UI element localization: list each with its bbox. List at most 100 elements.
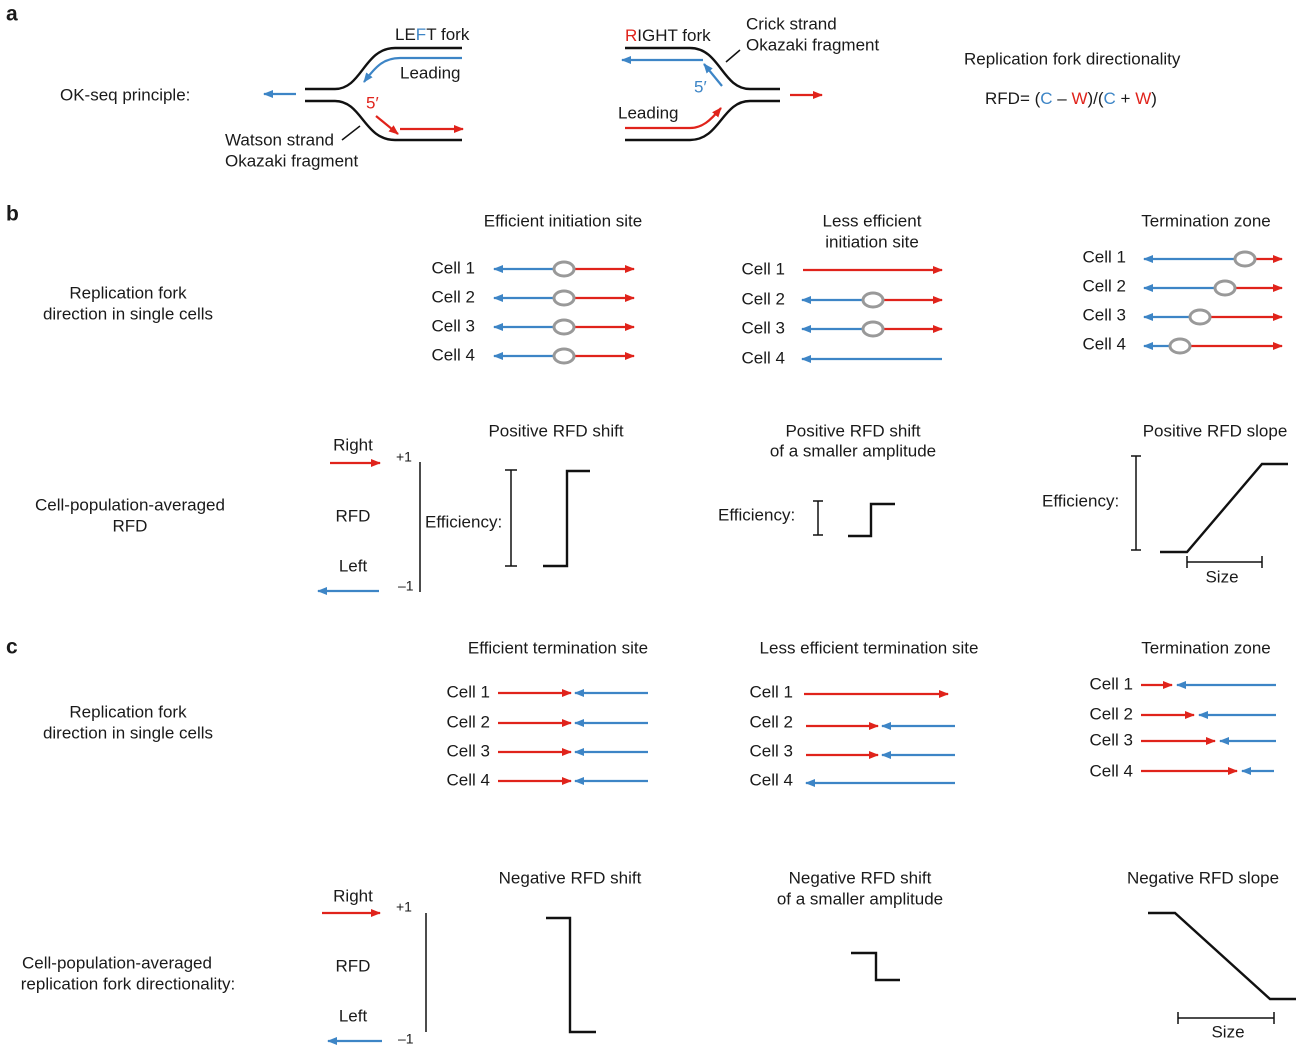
label: Cell 1 xyxy=(447,682,490,701)
label: Cell 4 xyxy=(447,770,490,789)
label: Replication fork directionality xyxy=(964,49,1181,68)
label-part: )/( xyxy=(1087,89,1103,108)
label: Cell 2 xyxy=(432,287,475,306)
label-part: T fork xyxy=(426,25,470,44)
stroke-path xyxy=(546,918,596,1032)
label: Cell 3 xyxy=(1083,305,1126,324)
label: Cell 4 xyxy=(1083,334,1126,353)
stroke-path xyxy=(1160,464,1288,552)
label: Crick strand xyxy=(746,14,837,33)
origin xyxy=(1170,339,1190,353)
label: 5′ xyxy=(694,77,707,96)
stroke-path xyxy=(1187,556,1262,568)
label: Efficient termination site xyxy=(468,638,648,657)
label-part: IGHT fork xyxy=(637,26,711,45)
origin xyxy=(554,349,574,363)
label-part: F xyxy=(416,25,426,44)
label: Cell 2 xyxy=(1090,704,1133,723)
label: RFD xyxy=(336,506,371,525)
label: Cell 2 xyxy=(447,712,490,731)
label: Cell 3 xyxy=(750,741,793,760)
label: Cell 1 xyxy=(750,682,793,701)
group xyxy=(494,262,634,363)
label-part: C xyxy=(1040,89,1052,108)
origin xyxy=(1235,252,1255,266)
stroke-path xyxy=(851,953,900,980)
label: Okazaki fragment xyxy=(225,151,358,170)
panel-a: a OK-seq principle: LEFT fork Leading 5′… xyxy=(6,3,1181,171)
label: of a smaller amplitude xyxy=(770,441,936,460)
label: OK-seq principle: xyxy=(60,85,190,104)
label: Replication fork xyxy=(69,283,187,302)
label: Left xyxy=(339,1006,368,1025)
panel-b: b Replication fork direction in single c… xyxy=(6,203,1288,594)
arrow xyxy=(342,126,360,140)
origin xyxy=(554,320,574,334)
label: Cell 2 xyxy=(1083,276,1126,295)
label: Efficiency: xyxy=(425,512,502,531)
label: Watson strand xyxy=(225,130,334,149)
label: b xyxy=(6,203,19,226)
label: Cell 3 xyxy=(1090,730,1133,749)
stroke-path xyxy=(1148,913,1296,999)
label: –1 xyxy=(398,1031,414,1047)
label-part: W xyxy=(1135,89,1151,108)
label: Cell 1 xyxy=(742,259,785,278)
label: RFD xyxy=(336,956,371,975)
origin xyxy=(1190,310,1210,324)
label: Cell 1 xyxy=(432,258,475,277)
stroke-path xyxy=(813,501,823,535)
label-part: ) xyxy=(1151,89,1157,108)
label: Right xyxy=(333,886,373,905)
label: Cell 4 xyxy=(432,345,475,364)
label: Less efficient xyxy=(823,211,922,230)
label: Cell 2 xyxy=(750,712,793,731)
label: Negative RFD shift xyxy=(499,868,642,887)
label: 5′ xyxy=(366,93,379,112)
label: +1 xyxy=(396,899,412,915)
label-part: C xyxy=(1104,89,1116,108)
origin xyxy=(863,293,883,307)
label-part: W xyxy=(1071,89,1087,108)
label-part: LE xyxy=(395,25,416,44)
label: Negative RFD shift xyxy=(789,868,932,887)
label: LEFT fork xyxy=(395,25,470,44)
stroke-path xyxy=(505,470,517,566)
label: Size xyxy=(1205,567,1238,586)
label: c xyxy=(6,636,18,659)
label: Leading xyxy=(618,103,679,122)
stroke-path xyxy=(376,116,398,134)
label: RFD xyxy=(113,516,148,535)
label: Positive RFD shift xyxy=(785,421,920,440)
label: Size xyxy=(1211,1022,1244,1041)
label: Cell 3 xyxy=(447,741,490,760)
label: Cell 4 xyxy=(1090,761,1133,780)
label: Cell 4 xyxy=(750,770,793,789)
label: Cell-population-averaged xyxy=(35,495,225,514)
origin xyxy=(863,322,883,336)
label: Positive RFD slope xyxy=(1143,421,1288,440)
label-part: + xyxy=(1116,89,1135,108)
panel-c: c Replication fork direction in single c… xyxy=(6,636,1296,1047)
label: of a smaller amplitude xyxy=(777,889,943,908)
label: +1 xyxy=(396,449,412,465)
label-part: – xyxy=(1053,89,1072,108)
label: Cell 4 xyxy=(742,348,785,367)
label-part: R xyxy=(625,26,637,45)
label: Cell 3 xyxy=(742,318,785,337)
label: –1 xyxy=(398,578,414,594)
label: Right xyxy=(333,435,373,454)
label: Efficient initiation site xyxy=(484,211,642,230)
label: Cell 1 xyxy=(1090,674,1133,693)
label: replication fork directionality: xyxy=(21,974,235,993)
label: initiation site xyxy=(825,232,919,251)
label: Less efficient termination site xyxy=(760,638,979,657)
stroke-path xyxy=(848,504,895,536)
label: direction in single cells xyxy=(43,723,213,742)
label: Positive RFD shift xyxy=(488,421,623,440)
label: Cell-population-averaged xyxy=(22,953,212,972)
label: Leading xyxy=(400,63,461,82)
label: Efficiency: xyxy=(718,505,795,524)
label: Cell 3 xyxy=(432,316,475,335)
label: RFD= (C – W)/(C + W) xyxy=(985,89,1157,108)
